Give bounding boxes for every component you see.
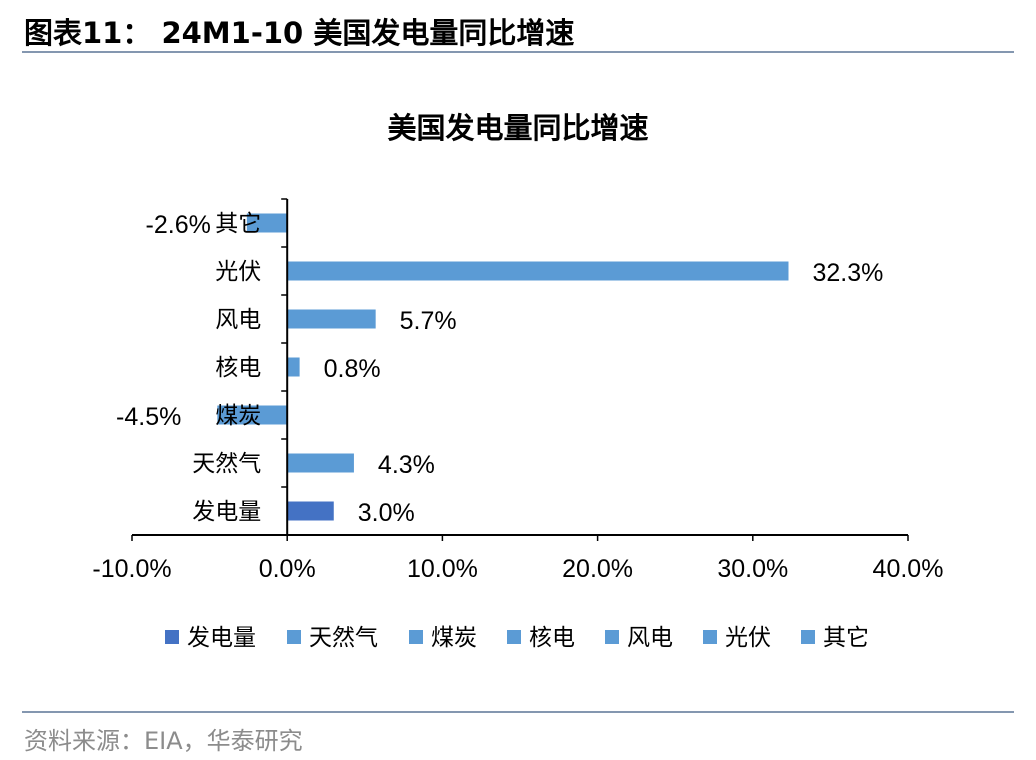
- axis-layer: -10.0% 0.0% 10.0% 20.0% 30.0% 40.0%: [92, 198, 944, 583]
- bar-6: [246, 213, 288, 233]
- data-label: 32.3%: [812, 259, 883, 287]
- data-label: 0.8%: [324, 355, 381, 383]
- legend-swatch-1: [287, 630, 301, 644]
- legend-label: 风电: [627, 625, 673, 651]
- category-label: 核电: [215, 355, 261, 381]
- x-tick-label: 30.0%: [717, 555, 788, 583]
- legend-label: 发电量: [187, 625, 256, 651]
- labels-layer: 发电量 天然气 煤炭 核电 风电 光伏 其它 3.0% 4.3% -4.5% 0.8% 5.7% 32.…: [116, 211, 883, 527]
- bar-3: [287, 357, 300, 377]
- bar-5: [287, 261, 789, 281]
- legend-swatch-0: [165, 630, 179, 644]
- bar-4: [287, 309, 376, 329]
- category-label: 煤炭: [215, 403, 261, 429]
- legend-label: 其它: [823, 625, 869, 651]
- category-label: 天然气: [192, 451, 261, 477]
- category-label: 发电量: [192, 499, 261, 525]
- bar-chart: 美国发电量同比增速 -10.0% 0.0% 10.0% 20.0% 30.0% 40.0%…: [92, 111, 944, 651]
- legend-swatch-2: [409, 630, 423, 644]
- bars-layer: [217, 213, 789, 521]
- bar-0: [287, 501, 334, 521]
- bar-1: [287, 453, 354, 473]
- legend-label: 核电: [529, 625, 575, 651]
- chart-title: 美国发电量同比增速: [387, 111, 648, 145]
- footer-divider: [22, 711, 1014, 713]
- x-tick-label: -10.0%: [92, 555, 171, 583]
- legend-swatch-3: [507, 630, 521, 644]
- source-note: 资料来源：EIA，华泰研究: [24, 727, 303, 755]
- header-divider: [22, 51, 1014, 53]
- x-tick-label: 20.0%: [562, 555, 633, 583]
- data-label: -2.6%: [146, 211, 211, 239]
- bar-2: [217, 405, 288, 425]
- data-label: 5.7%: [400, 307, 457, 335]
- data-label: -4.5%: [116, 403, 181, 431]
- legend-label: 天然气: [309, 625, 378, 651]
- legend-label: 煤炭: [431, 625, 477, 651]
- category-label: 其它: [215, 211, 261, 237]
- x-tick-label: 10.0%: [407, 555, 478, 583]
- category-label: 光伏: [215, 259, 261, 285]
- data-label: 3.0%: [358, 499, 415, 527]
- chart-legend: 发电量 天然气 煤炭 核电 风电 光伏 其它: [165, 625, 869, 651]
- legend-swatch-5: [703, 630, 717, 644]
- data-label: 4.3%: [378, 451, 435, 479]
- legend-label: 光伏: [725, 625, 771, 651]
- legend-swatch-4: [605, 630, 619, 644]
- x-tick-label: 0.0%: [259, 555, 316, 583]
- category-label: 风电: [215, 307, 261, 333]
- legend-swatch-6: [801, 630, 815, 644]
- page-title: 图表11： 24M1-10 美国发电量同比增速: [24, 16, 575, 50]
- x-tick-label: 40.0%: [873, 555, 944, 583]
